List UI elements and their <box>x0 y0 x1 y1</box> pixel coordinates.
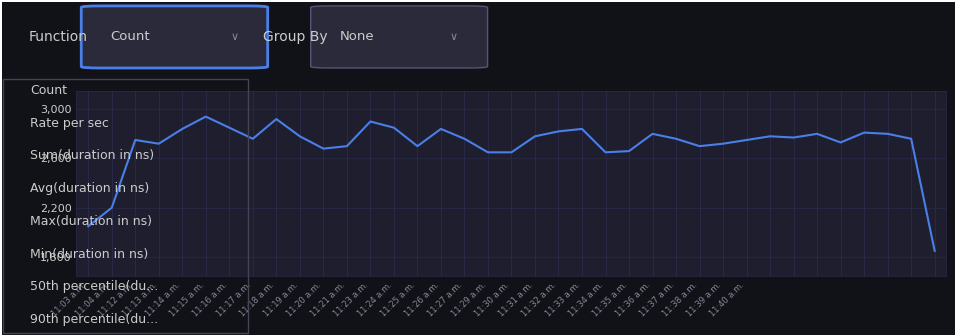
Text: Function: Function <box>29 30 88 44</box>
FancyBboxPatch shape <box>81 6 268 68</box>
Text: ∨: ∨ <box>230 32 238 42</box>
Text: Rate per sec: Rate per sec <box>31 117 109 130</box>
Text: ∨: ∨ <box>450 32 458 42</box>
Text: None: None <box>339 31 374 43</box>
Text: 90th percentile(du...: 90th percentile(du... <box>31 313 159 326</box>
Text: Max(duration in ns): Max(duration in ns) <box>31 215 152 228</box>
Text: Sum(duration in ns): Sum(duration in ns) <box>31 149 155 162</box>
Text: 50th percentile(du...: 50th percentile(du... <box>31 280 159 293</box>
FancyBboxPatch shape <box>311 6 488 68</box>
Text: Count: Count <box>110 31 149 43</box>
Text: Avg(duration in ns): Avg(duration in ns) <box>31 182 150 195</box>
Text: Min(duration in ns): Min(duration in ns) <box>31 248 148 261</box>
Text: Group By: Group By <box>263 30 328 44</box>
Text: Count: Count <box>31 84 68 97</box>
